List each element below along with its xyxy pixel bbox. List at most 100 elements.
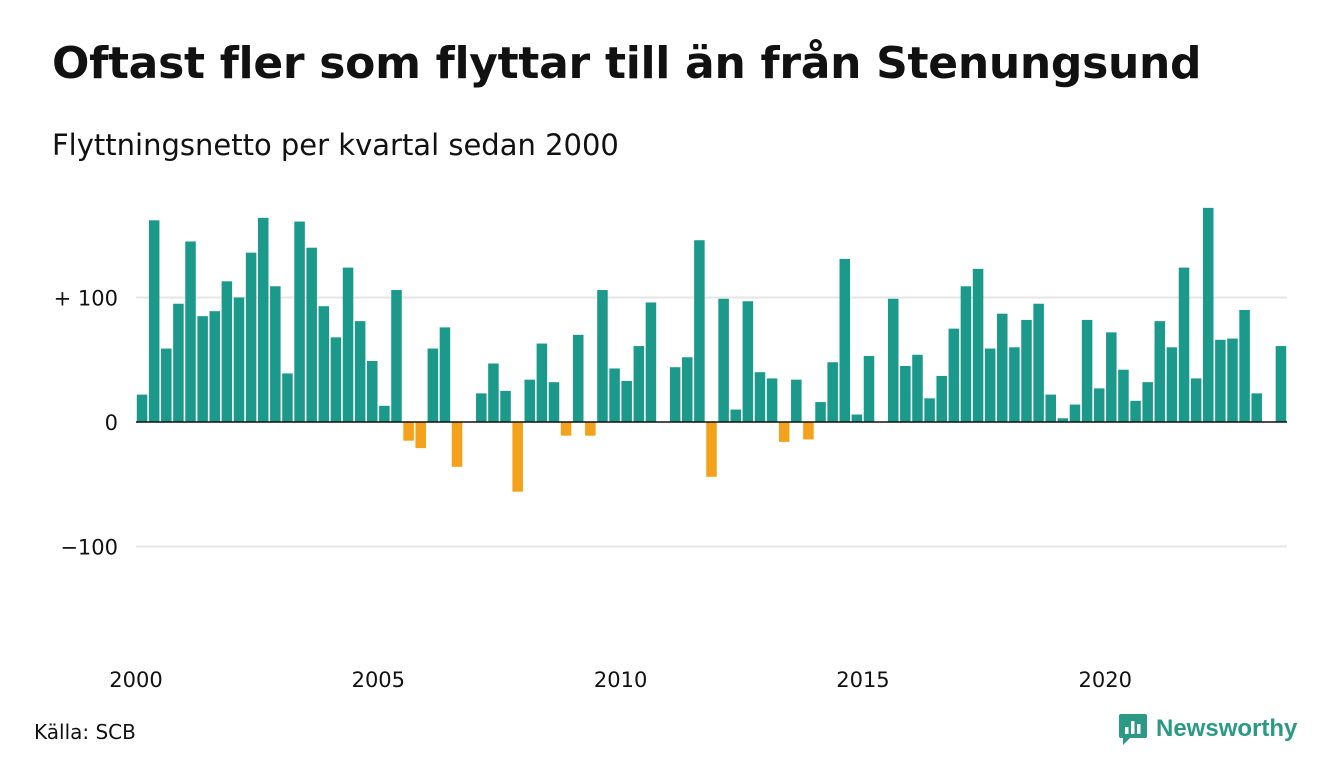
chart-speech-bubble-icon: [1119, 714, 1147, 745]
bar: [512, 422, 523, 492]
bar: [633, 346, 645, 423]
bar: [439, 327, 451, 422]
bar: [209, 311, 221, 422]
y-tick-label: + 100: [54, 287, 118, 311]
bar: [730, 409, 741, 422]
bar: [306, 247, 317, 422]
bar: [572, 334, 584, 422]
brand-logo: Newsworthy: [1118, 712, 1297, 746]
bar: [1130, 400, 1141, 422]
bar: [245, 252, 257, 422]
bar: [1275, 346, 1287, 423]
x-tick-label: 2015: [836, 668, 889, 692]
bar: [1009, 347, 1020, 422]
bar: [1215, 339, 1226, 422]
chart-subtitle: Flyttningsnetto per kvartal sedan 2000: [52, 128, 619, 162]
bar: [270, 286, 281, 422]
bar: [415, 422, 426, 449]
bar: [936, 375, 947, 423]
bar: [972, 268, 984, 423]
bar: [451, 422, 463, 467]
gridlines: [136, 296, 1287, 548]
bar: [1069, 404, 1081, 422]
bar: [221, 281, 233, 422]
bar: [161, 348, 172, 422]
bar: [1178, 267, 1190, 422]
chart-title: Oftast fler som flyttar till än från Ste…: [52, 38, 1202, 89]
bar: [294, 221, 305, 422]
bar: [367, 361, 378, 423]
bar: [718, 298, 729, 423]
bar: [560, 422, 572, 436]
y-tick-label: −100: [60, 536, 118, 560]
bar: [427, 348, 439, 422]
bar: [548, 382, 560, 422]
bar: [1057, 418, 1069, 422]
y-tick-label: 0: [105, 411, 118, 435]
bar: [839, 258, 851, 422]
x-tick-label: 2000: [109, 668, 162, 692]
bar: [342, 267, 354, 422]
bar: [233, 297, 245, 422]
bar: [742, 301, 754, 423]
bar: [1045, 394, 1056, 422]
bars: [136, 207, 1287, 492]
bar: [1142, 382, 1153, 422]
x-tick-label: 2020: [1079, 668, 1132, 692]
bar: [682, 357, 693, 422]
bar: [257, 217, 269, 422]
bar: [924, 398, 935, 423]
bar: [1106, 332, 1117, 422]
bar: [694, 240, 705, 422]
bar: [476, 393, 487, 423]
bar: [1190, 378, 1202, 423]
bar: [645, 302, 657, 422]
bar: [148, 220, 160, 422]
bar: [778, 422, 790, 442]
bar: [488, 363, 499, 423]
bar: [1093, 388, 1105, 422]
bar: [948, 328, 960, 423]
bar: [609, 368, 620, 422]
bar: [1081, 319, 1093, 422]
bar: [403, 422, 414, 441]
bar: [1166, 347, 1178, 422]
bar: [330, 337, 342, 422]
bar: [1227, 338, 1238, 422]
x-tick-label: 2005: [352, 668, 405, 692]
bar: [185, 241, 196, 422]
bar: [282, 373, 293, 422]
bar: [766, 378, 778, 423]
bar: [791, 379, 802, 422]
bar: [536, 343, 548, 422]
bar: [524, 379, 536, 422]
bar: [500, 390, 511, 423]
bar: [318, 306, 330, 422]
bar: [887, 298, 899, 423]
bar: [173, 303, 184, 423]
bar: [391, 290, 402, 422]
bar: [815, 402, 826, 422]
bar: [597, 290, 608, 422]
bar: [621, 380, 632, 423]
bar: [1239, 309, 1250, 422]
bar: [803, 422, 814, 440]
bar: [669, 367, 681, 422]
bar: [827, 362, 838, 422]
bar: [354, 321, 366, 422]
bar: [851, 414, 863, 422]
source-note: Källa: SCB: [34, 720, 136, 744]
bar: [754, 372, 766, 422]
bar: [706, 422, 717, 477]
bar: [1154, 321, 1166, 422]
bar: [1202, 207, 1214, 422]
brand-name: Newsworthy: [1156, 715, 1298, 742]
bar: [1118, 369, 1129, 422]
bar: [136, 394, 148, 422]
axes: + 100 0 −100 2000 2005 2010 2015 2020: [54, 287, 1287, 692]
bar: [379, 405, 390, 422]
bar: [863, 356, 875, 422]
bar: [197, 316, 208, 423]
x-tick-label: 2010: [594, 668, 647, 692]
bar: [984, 348, 996, 422]
